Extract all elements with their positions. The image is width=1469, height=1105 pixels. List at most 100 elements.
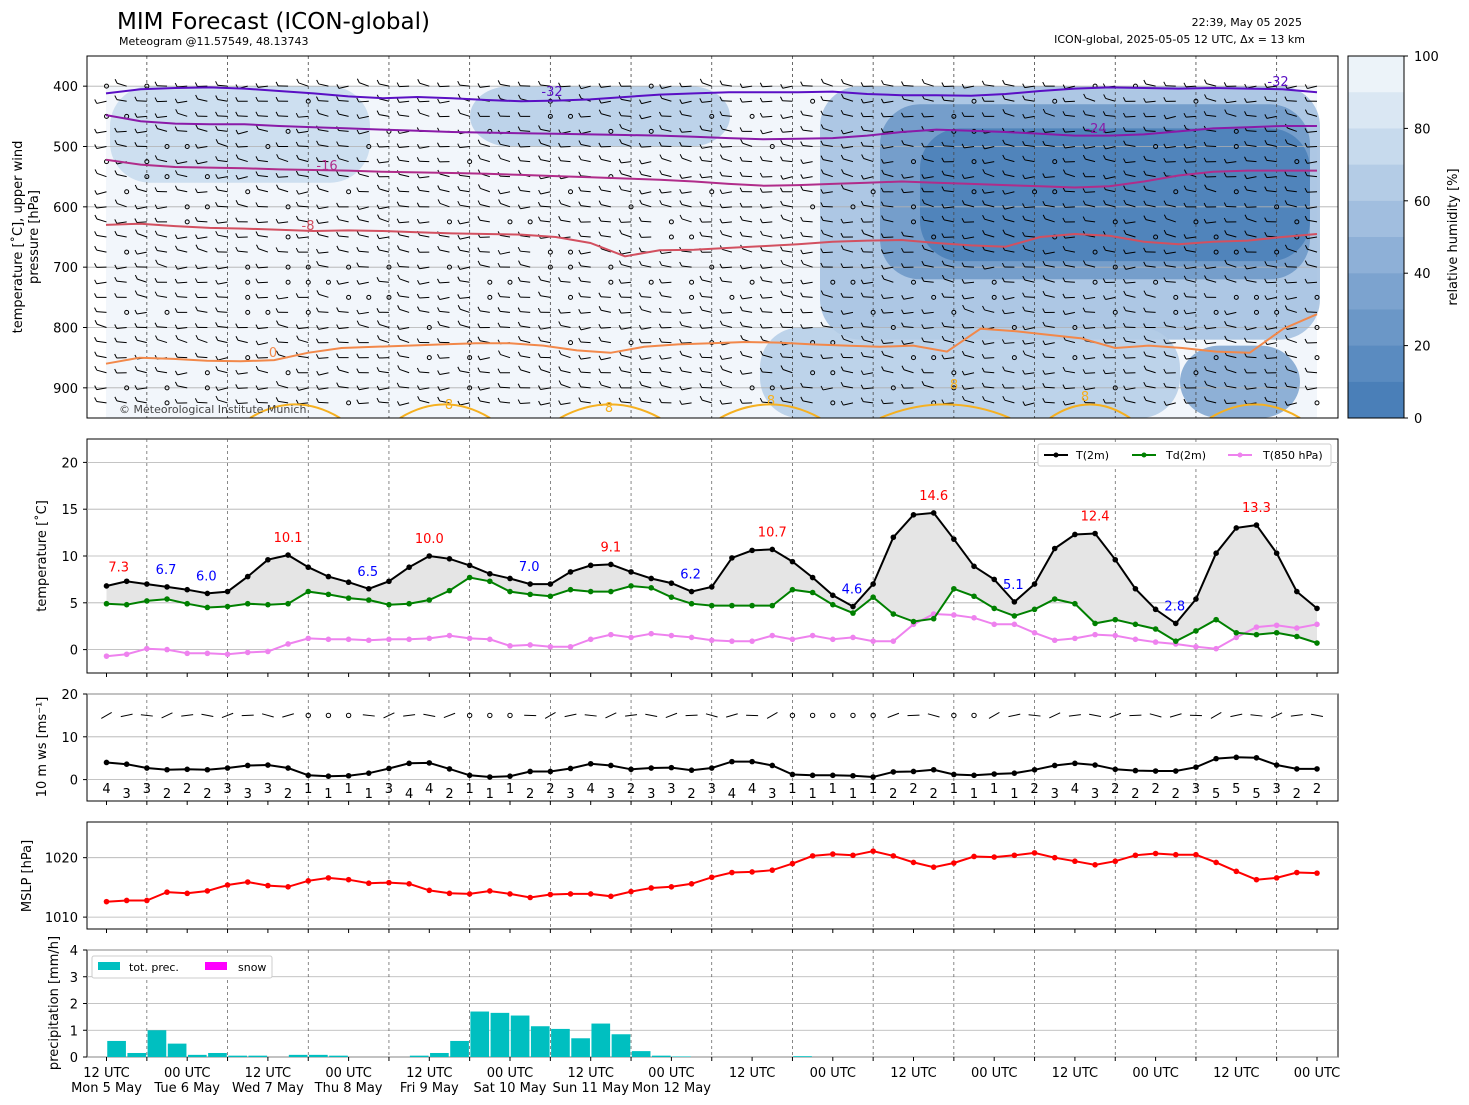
wind-barb-shaft [580, 371, 591, 374]
wind-barb-feather [1304, 245, 1308, 250]
wind-barb-shaft [358, 173, 369, 178]
t850-point [507, 643, 513, 649]
wind-speed-point [1314, 766, 1320, 772]
wind-barb-shaft [500, 83, 511, 87]
wind-barb-shaft [883, 146, 894, 149]
time-axis: 12 UTC 00 UTC 12 UTC 00 UTC 12 UTC 00 UTC 12 U… [71, 1066, 1340, 1096]
wind-barb-feather [376, 184, 380, 190]
wind-barb-feather [1223, 82, 1227, 87]
wind-barb-feather [841, 334, 845, 340]
wind-barb-feather [679, 200, 683, 205]
wind-barb-shaft [1307, 236, 1318, 240]
wind-barb-feather [1183, 112, 1187, 118]
wind-speed-point [184, 766, 190, 773]
calm-wind-marker [507, 219, 513, 225]
wind-barb-shaft [1125, 233, 1136, 238]
wind-barb-feather [194, 323, 198, 328]
td2m-point [1294, 633, 1300, 640]
time-tick-label: 00 UTC [164, 1066, 210, 1081]
wind-barb-feather [235, 336, 239, 341]
calm-wind-marker [305, 309, 311, 315]
wind-barb-feather [215, 395, 219, 401]
wind-barb-shaft [217, 399, 228, 404]
t2m-point [285, 552, 291, 558]
wind-barb-feather [941, 260, 945, 265]
wind-barb-shaft [802, 85, 813, 87]
wind-barb-shaft [96, 281, 107, 285]
wind-barb-shaft [540, 84, 551, 87]
wind-barb-feather [215, 355, 219, 361]
y-tick-label: 20 [61, 456, 78, 471]
wind-barb-shaft [661, 97, 672, 102]
wind-barb-feather [860, 292, 864, 297]
wind-barb-feather [477, 139, 481, 144]
surface-wind-barb [201, 713, 214, 718]
wind-barb-feather [841, 93, 844, 99]
mslp-point [1092, 862, 1098, 868]
wind-barb-shaft [822, 357, 833, 360]
wind-barb-feather [881, 144, 884, 149]
wind-barb-feather [477, 367, 481, 372]
wind-barb-shaft [1105, 189, 1116, 193]
isotherm-line [105, 313, 1318, 365]
wind-barb-feather [356, 205, 360, 210]
wind-barb-shaft [1206, 384, 1217, 389]
wind-barb-shaft [863, 129, 874, 132]
wind-barb-shaft [399, 130, 410, 134]
wind-barb-shaft [399, 205, 410, 208]
wind-barb-shaft [1266, 386, 1277, 389]
wind-barb-shaft [399, 234, 410, 238]
wind-barb-shaft [96, 340, 107, 344]
wind-barb-feather [517, 321, 521, 327]
wind-barb-shaft [520, 325, 531, 328]
t850-point [708, 637, 715, 644]
wind-barb-shaft [378, 280, 389, 283]
wind-barb-shaft [1105, 296, 1116, 300]
wind-barb-shaft [964, 85, 975, 89]
mslp-point [567, 891, 574, 897]
wind-barb-shaft [459, 112, 470, 117]
wind-barb-shaft [439, 400, 450, 404]
wind-barb-shaft [1085, 264, 1096, 268]
surface-wind-barb [705, 713, 718, 718]
wind-barb-feather [719, 230, 723, 235]
wind-barb-shaft [1185, 311, 1197, 315]
wind-barb-shaft [278, 221, 289, 224]
wind-barb-shaft [923, 98, 934, 102]
wind-barb-feather [94, 351, 98, 356]
wind-speed-point [1031, 766, 1038, 773]
wind-barb-shaft [823, 173, 833, 178]
wind-barb-shaft [338, 158, 349, 163]
mslp-point [1172, 851, 1179, 858]
wind-barb-shaft [661, 128, 672, 132]
wind-barb-feather [215, 366, 219, 371]
wind-barb-feather [880, 112, 884, 117]
wind-barb-shaft [943, 145, 954, 147]
wind-barb-shaft [338, 369, 349, 374]
wind-barb-feather [175, 245, 178, 251]
wind-barb-shaft [399, 308, 410, 313]
t2m-point [769, 546, 776, 553]
wind-barb-shaft [96, 100, 107, 104]
wind-barb-shaft [520, 130, 531, 132]
mslp-point [890, 853, 897, 859]
wind-barb-shaft [782, 130, 793, 133]
wind-barb-feather [759, 307, 763, 312]
wind-speed-point [729, 758, 735, 765]
wind-barb-shaft [984, 218, 995, 223]
wind-barb-feather [1002, 204, 1006, 210]
wind-speed-point [789, 771, 796, 778]
wind-barb-feather [941, 141, 945, 147]
wind-barb-feather [275, 96, 279, 102]
wind-barb-feather [1304, 96, 1308, 102]
wind-value-label: 3 [385, 782, 393, 797]
wind-barb-shaft [96, 191, 107, 195]
wind-value-label: 1 [950, 782, 958, 797]
wind-barb-feather [1062, 366, 1066, 372]
surface-wind-barb [645, 713, 658, 718]
wind-barb-shaft [903, 311, 914, 315]
wind-barb-shaft [257, 159, 268, 163]
wind-barb-feather [780, 385, 783, 390]
wind-barb-feather [638, 355, 642, 360]
